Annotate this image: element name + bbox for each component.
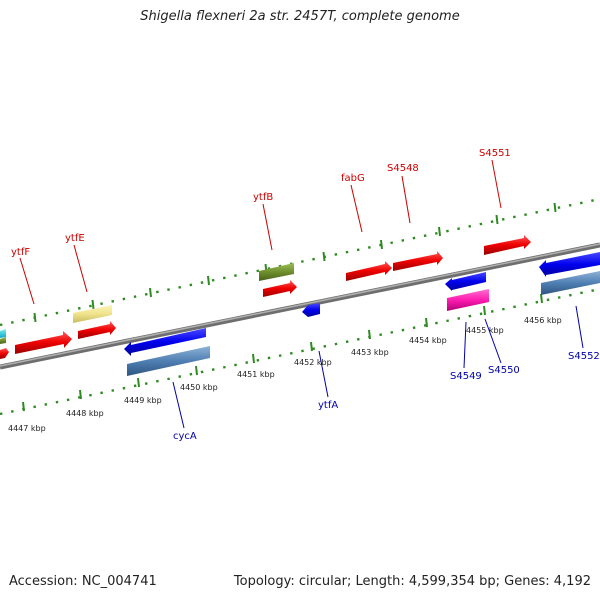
kbp-label: 4456 kbp — [524, 316, 562, 325]
reverse-label-leaders — [172, 305, 584, 429]
gene-arrow-S4552[interactable] — [539, 252, 600, 277]
gene-arrow-fabG[interactable] — [346, 261, 392, 281]
accession-text: Accession: NC_004741 — [9, 574, 157, 589]
genome-backbone-highlight — [0, 243, 600, 367]
kbp-label: 4453 kbp — [351, 348, 389, 357]
reverse-gene-labels: cycA ytfA S4549 S4550 S4552 — [173, 351, 600, 442]
gene-box-olive-ytfB[interactable] — [259, 263, 294, 281]
genome-backbone — [0, 242, 600, 370]
gene-arrow-cyan[interactable] — [0, 329, 6, 338]
gene-arrow-S4549[interactable] — [445, 272, 486, 291]
forward-label-leaders — [19, 159, 502, 305]
gene-label-ytfA[interactable]: ytfA — [318, 400, 338, 411]
forward-ruler-ticks — [33, 202, 557, 323]
gene-label-ytfB[interactable]: ytfB — [253, 192, 273, 203]
gene-arrow-ytfA[interactable] — [302, 303, 320, 317]
gene-arrow-olive-small[interactable] — [0, 337, 6, 344]
gene-label-S4549[interactable]: S4549 — [450, 371, 482, 382]
kbp-label: 4454 kbp — [409, 336, 447, 345]
gene-arrow-cycA[interactable] — [124, 328, 206, 356]
kbp-label: 4452 kbp — [294, 358, 332, 367]
gene-label-S4550[interactable]: S4550 — [488, 365, 520, 376]
reverse-genes — [124, 252, 600, 376]
reverse-ruler-ticks — [22, 293, 543, 412]
gene-box-ytfE[interactable] — [73, 305, 112, 323]
gene-label-ytfE[interactable]: ytfE — [65, 233, 85, 244]
gene-label-S4552[interactable]: S4552 — [568, 351, 600, 362]
kbp-label: 4455 kbp — [466, 326, 504, 335]
gene-label-S4551[interactable]: S4551 — [479, 148, 511, 159]
gene-arrow-S4551[interactable] — [484, 235, 531, 255]
gene-arrow-partial-left[interactable] — [0, 348, 9, 359]
gene-arrow-ytfF[interactable] — [15, 331, 72, 354]
gene-label-fabG[interactable]: fabG — [341, 173, 365, 184]
kbp-label: 4451 kbp — [237, 370, 275, 379]
gene-box-S4550-pink[interactable] — [447, 289, 489, 311]
gene-arrow-ytfB[interactable] — [263, 280, 297, 297]
gene-label-S4548[interactable]: S4548 — [387, 163, 419, 174]
gene-box-S4552-steel[interactable] — [541, 271, 600, 295]
kbp-label: 4449 kbp — [124, 396, 162, 405]
kbp-label: 4447 kbp — [8, 424, 46, 433]
kbp-axis-labels: 4447 kbp 4448 kbp 4449 kbp 4450 kbp 4451… — [8, 316, 562, 433]
forward-gene-labels: ytfF ytfE ytfB fabG S4548 S4551 — [11, 148, 511, 258]
gene-label-ytfF[interactable]: ytfF — [11, 247, 30, 258]
gene-arrow-S4548[interactable] — [393, 251, 443, 271]
gene-arrow-ytfE-partner[interactable] — [78, 321, 116, 339]
topology-text: Topology: circular; Length: 4,599,354 bp… — [233, 574, 591, 589]
genome-title: Shigella flexneri 2a str. 2457T, complet… — [140, 9, 460, 24]
forward-genes — [0, 235, 531, 359]
kbp-label: 4448 kbp — [66, 409, 104, 418]
gene-label-cycA[interactable]: cycA — [173, 431, 197, 442]
gene-box-cycA-steel[interactable] — [127, 346, 210, 376]
kbp-label: 4450 kbp — [180, 383, 218, 392]
